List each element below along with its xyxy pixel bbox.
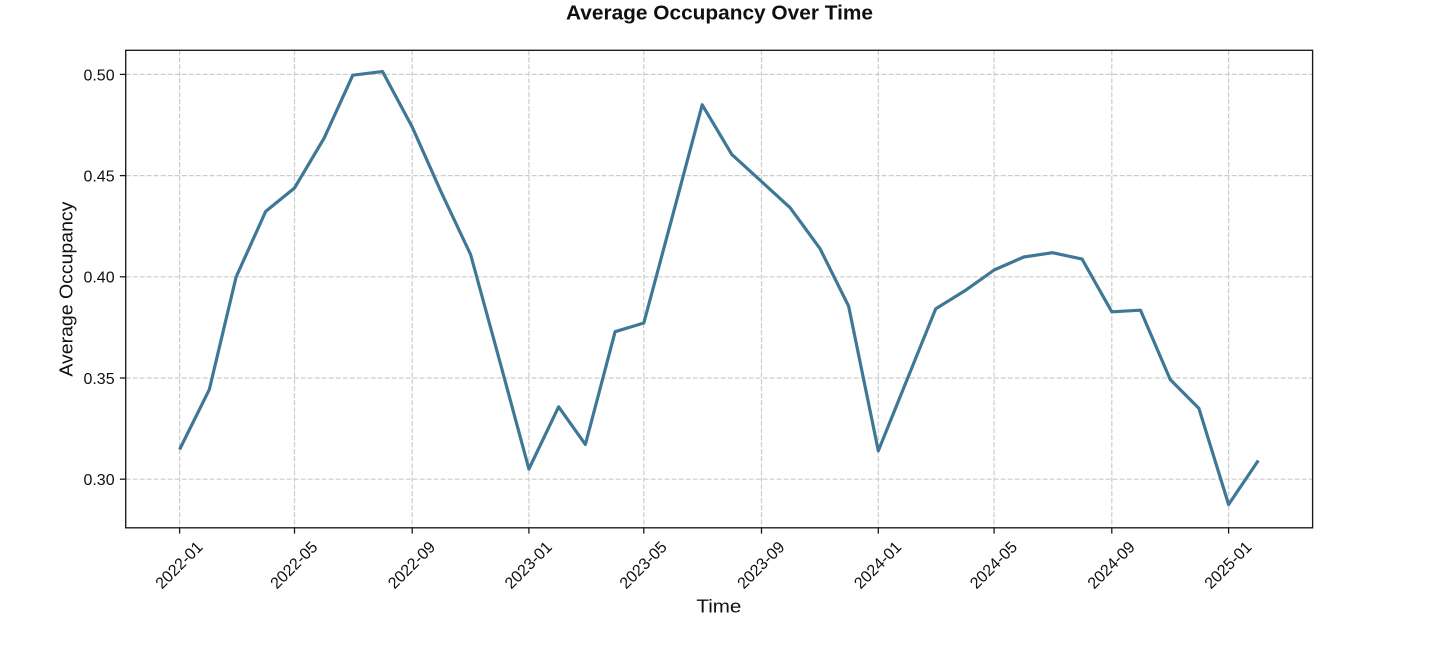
svg-text:0.50: 0.50 xyxy=(83,67,114,84)
svg-text:Time: Time xyxy=(696,596,741,617)
svg-text:0.45: 0.45 xyxy=(83,169,114,186)
svg-text:0.35: 0.35 xyxy=(83,371,114,388)
svg-text:0.40: 0.40 xyxy=(83,270,114,287)
svg-text:0.30: 0.30 xyxy=(83,472,114,489)
svg-text:Average Occupancy: Average Occupancy xyxy=(56,201,77,377)
svg-text:Average Occupancy Over Time: Average Occupancy Over Time xyxy=(566,3,873,25)
